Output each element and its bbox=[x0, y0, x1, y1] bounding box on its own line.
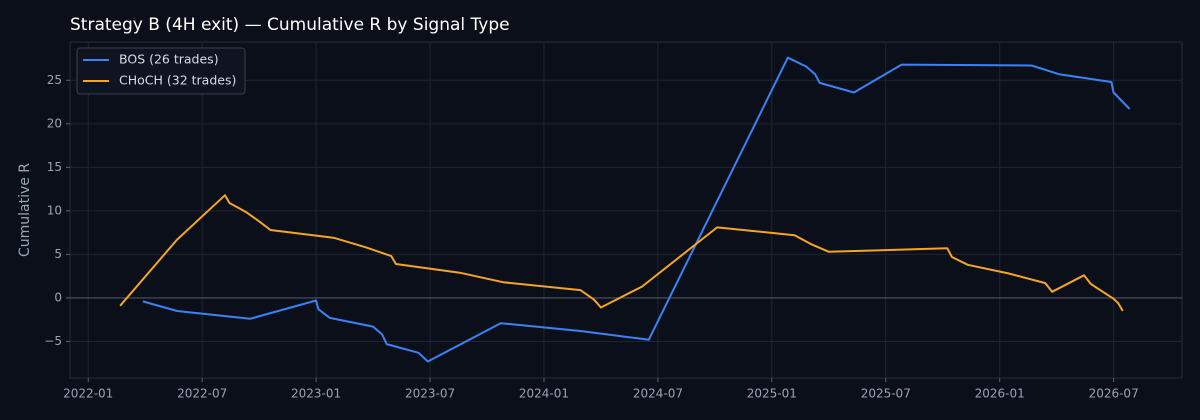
legend-box bbox=[76, 47, 246, 95]
y-tick-label: 25 bbox=[47, 73, 62, 87]
x-tick-label: 2022-07 bbox=[177, 387, 227, 401]
y-tick-label: 20 bbox=[47, 116, 62, 130]
y-axis-label: Cumulative R bbox=[17, 163, 33, 257]
x-tick-label: 2026-01 bbox=[975, 387, 1025, 401]
y-tick-label: −5 bbox=[44, 334, 62, 348]
x-tick-label: 2025-07 bbox=[861, 387, 911, 401]
y-tick-label: 10 bbox=[47, 203, 62, 217]
legend-label: CHoCH (32 trades) bbox=[119, 73, 236, 88]
series-line bbox=[119, 194, 1124, 312]
x-tick-label: 2024-07 bbox=[633, 387, 683, 401]
y-tick-label: 15 bbox=[47, 160, 62, 174]
y-tick-label: 5 bbox=[54, 247, 62, 261]
x-tick-label: 2025-01 bbox=[747, 387, 797, 401]
series-line bbox=[142, 56, 1131, 363]
plot-area bbox=[69, 41, 1183, 379]
x-tick-label: 2023-01 bbox=[291, 387, 341, 401]
x-tick-label: 2024-01 bbox=[519, 387, 569, 401]
x-tick-label: 2026-07 bbox=[1089, 387, 1139, 401]
legend-label: BOS (26 trades) bbox=[119, 52, 219, 67]
x-tick-label: 2023-07 bbox=[405, 387, 455, 401]
y-tick-label: 0 bbox=[54, 290, 62, 304]
chart-title: Strategy B (4H exit) — Cumulative R by S… bbox=[70, 15, 510, 35]
x-tick-label: 2022-01 bbox=[63, 387, 113, 401]
